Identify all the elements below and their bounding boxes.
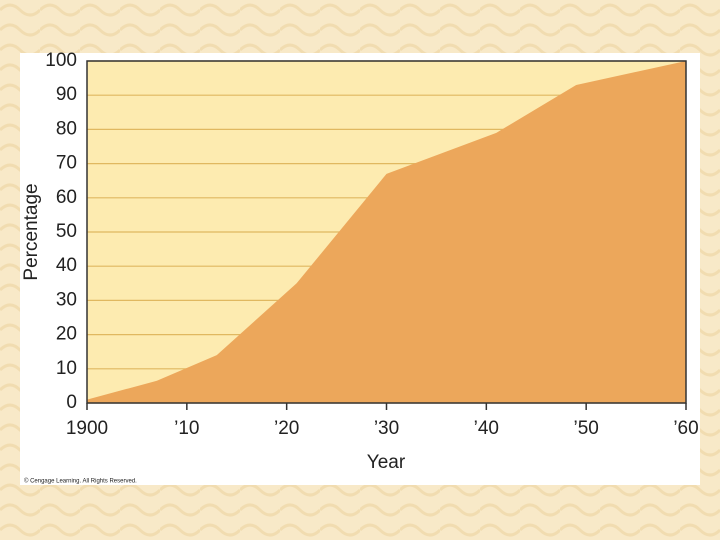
y-tick-label: 20 — [56, 324, 77, 345]
x-tick-label: ’20 — [274, 418, 299, 439]
x-tick-label: ’50 — [573, 418, 598, 439]
y-tick-label: 40 — [56, 255, 77, 276]
x-tick-label: ’30 — [374, 418, 399, 439]
x-tick-label: ’40 — [474, 418, 499, 439]
x-tick-label: 1900 — [66, 418, 108, 439]
area — [87, 61, 686, 403]
y-tick-label: 30 — [56, 289, 77, 310]
y-tick-label: 90 — [56, 84, 77, 105]
y-tick-label: 80 — [56, 118, 77, 139]
credit: © Cengage Learning. All Rights Reserved. — [24, 478, 137, 485]
x-tick-label: ’60 — [673, 418, 698, 439]
y-axis-label: Percentage — [21, 183, 42, 280]
y-tick-label: 70 — [56, 153, 77, 174]
x-axis-label: Year — [367, 452, 406, 473]
y-tick-label: 10 — [56, 358, 77, 379]
x-tick-label: ’10 — [174, 418, 199, 439]
y-tick-label: 100 — [45, 50, 77, 71]
y-tick-label: 50 — [56, 221, 77, 242]
y-tick-label: 0 — [66, 392, 77, 413]
y-tick-label: 60 — [56, 187, 77, 208]
